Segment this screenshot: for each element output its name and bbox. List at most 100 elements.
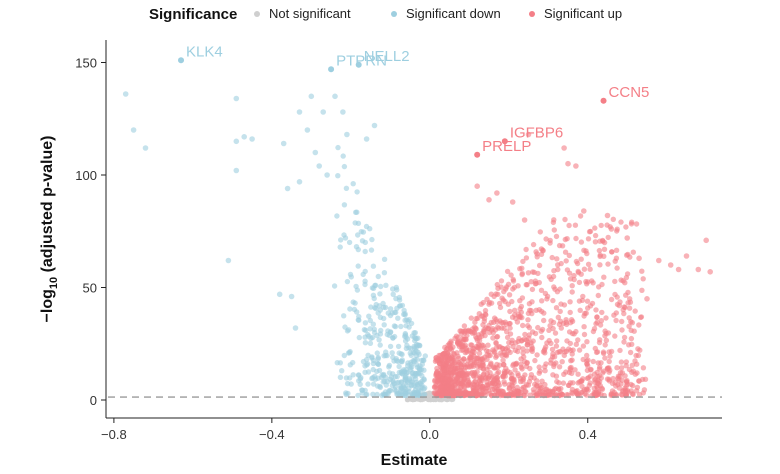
data-point-up	[590, 358, 596, 365]
data-point-up	[623, 224, 629, 230]
data-point-up	[542, 364, 548, 370]
data-point-up	[550, 297, 556, 304]
annotated-point	[501, 138, 508, 145]
annotated-point	[474, 151, 481, 158]
data-point-up	[497, 300, 503, 307]
data-point-up	[550, 273, 557, 280]
data-point-up	[511, 376, 517, 382]
data-point-down	[402, 338, 409, 344]
data-point-up	[469, 342, 475, 348]
data-point-down	[338, 237, 344, 243]
data-point-down	[225, 257, 232, 264]
data-point-up	[584, 352, 590, 359]
data-point-up	[562, 349, 568, 355]
data-point-up	[466, 347, 472, 353]
data-point-up	[486, 329, 493, 336]
data-point-up	[537, 385, 544, 392]
data-point-up	[602, 355, 608, 361]
data-point-up	[534, 254, 540, 260]
data-point-up	[573, 341, 579, 347]
data-point-up	[474, 392, 480, 399]
data-point-up	[628, 319, 634, 325]
data-point-down	[370, 321, 376, 327]
data-point-up	[619, 327, 625, 333]
data-point-up	[508, 272, 514, 278]
data-point-up	[481, 327, 487, 333]
data-point-up	[512, 367, 518, 373]
data-point-up	[623, 392, 630, 398]
data-point-up	[550, 325, 556, 332]
data-point-down	[395, 343, 402, 350]
data-point-up	[525, 131, 532, 138]
data-point-down	[233, 95, 240, 102]
data-point-up	[451, 361, 457, 367]
data-point-up	[616, 385, 622, 391]
data-point-up	[530, 269, 536, 275]
data-point-down	[355, 220, 362, 226]
data-point-down	[396, 363, 402, 370]
data-point-up	[504, 268, 511, 275]
data-point-up	[532, 278, 539, 284]
data-point-up	[499, 352, 505, 359]
data-point-up	[613, 317, 619, 324]
data-point-down	[421, 357, 427, 364]
data-point-up	[595, 373, 601, 380]
data-point-down	[377, 307, 383, 313]
data-point-down	[383, 382, 389, 388]
data-point-up	[494, 190, 500, 196]
data-point-up	[629, 362, 635, 368]
data-point-up	[434, 368, 440, 375]
data-point-up	[627, 349, 634, 356]
data-point-up	[552, 286, 558, 292]
data-point-down	[375, 361, 382, 368]
annotated-point	[178, 57, 185, 64]
data-point-up	[506, 292, 513, 298]
data-point-up	[633, 352, 639, 359]
data-point-up	[629, 341, 635, 347]
gene-label-ccn5: CCN5	[609, 84, 650, 101]
data-point-up	[625, 251, 631, 258]
data-point-up	[560, 380, 567, 386]
data-point-down	[363, 223, 370, 230]
data-point-up	[621, 334, 628, 341]
data-point-up	[497, 362, 503, 368]
data-point-down	[416, 387, 422, 393]
data-point-down	[369, 334, 376, 341]
data-point-up	[529, 299, 535, 305]
data-point-up	[499, 392, 506, 398]
data-point-up	[442, 377, 448, 383]
data-point-down	[378, 374, 385, 381]
data-point-up	[586, 229, 593, 235]
data-point-up	[534, 352, 540, 358]
data-point-up	[593, 391, 599, 397]
data-point-up	[558, 301, 564, 307]
data-point-down	[373, 305, 379, 312]
data-point-up	[632, 308, 638, 314]
data-point-down	[406, 317, 412, 323]
data-point-up	[539, 298, 545, 304]
x-tick-label: −0.8	[101, 427, 127, 442]
data-point-up	[569, 370, 575, 377]
data-point-down	[381, 353, 387, 359]
data-point-down	[408, 352, 414, 358]
data-point-up	[458, 343, 465, 350]
annotated-point	[600, 97, 607, 104]
data-point-up	[506, 385, 513, 391]
data-point-up	[703, 237, 709, 244]
data-point-down	[378, 283, 384, 290]
data-point-up	[553, 305, 560, 311]
data-point-down	[342, 324, 348, 330]
data-point-down	[368, 247, 375, 253]
data-point-up	[491, 378, 497, 384]
data-point-up	[468, 315, 474, 321]
data-point-up	[553, 343, 560, 349]
data-point-up	[610, 375, 616, 382]
data-point-up	[615, 375, 621, 381]
gene-label-klk4: KLK4	[186, 43, 223, 60]
data-point-up	[503, 286, 509, 292]
data-point-up	[597, 322, 604, 328]
data-point-up	[496, 382, 502, 388]
data-point-up	[581, 313, 587, 319]
data-point-down	[398, 323, 404, 330]
data-point-down	[415, 370, 421, 376]
